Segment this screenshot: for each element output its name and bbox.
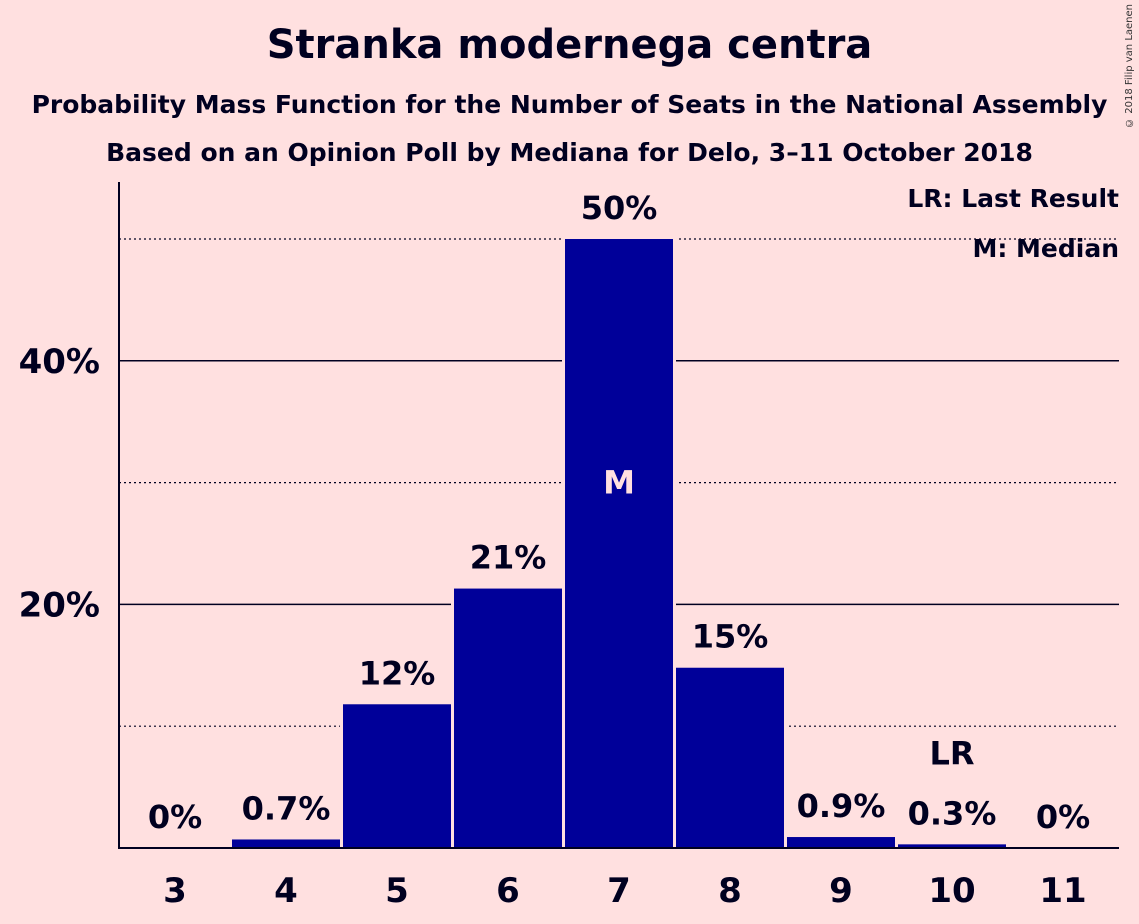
- last-result-marker: LR: [929, 734, 974, 772]
- x-tick-label: 3: [163, 871, 187, 911]
- x-tick-label: 10: [928, 871, 975, 911]
- legend-last-result: LR: Last Result: [907, 184, 1119, 213]
- data-label: 0.7%: [242, 789, 331, 827]
- data-label: 15%: [692, 618, 769, 656]
- x-tick-label: 5: [385, 871, 409, 911]
- bar: [454, 588, 562, 848]
- chart-subtitle-source: Based on an Opinion Poll by Mediana for …: [106, 138, 1033, 167]
- data-label: 12%: [359, 654, 436, 692]
- x-tick-label: 7: [607, 871, 631, 911]
- bar: [232, 839, 340, 848]
- bar: [343, 704, 451, 848]
- chart-subtitle: Probability Mass Function for the Number…: [31, 90, 1108, 119]
- x-tick-label: 8: [718, 871, 742, 911]
- median-marker: M: [603, 464, 635, 502]
- y-tick-label: 20%: [19, 585, 100, 625]
- data-label: 0.3%: [908, 794, 997, 832]
- data-label: 0%: [1036, 798, 1090, 836]
- bar: [898, 844, 1006, 848]
- bar: [787, 837, 895, 848]
- x-tick-label: 11: [1039, 871, 1086, 911]
- x-tick-label: 6: [496, 871, 520, 911]
- bar: [676, 667, 784, 848]
- chart-title: Stranka modernega centra: [266, 22, 873, 68]
- x-tick-label: 4: [274, 871, 298, 911]
- bar: [565, 239, 673, 848]
- data-label: 0.9%: [797, 787, 886, 825]
- data-label: 50%: [581, 189, 658, 227]
- x-tick-label: 9: [829, 871, 853, 911]
- data-label: 21%: [470, 539, 547, 577]
- data-label: 0%: [148, 798, 202, 836]
- y-tick-label: 40%: [19, 342, 100, 382]
